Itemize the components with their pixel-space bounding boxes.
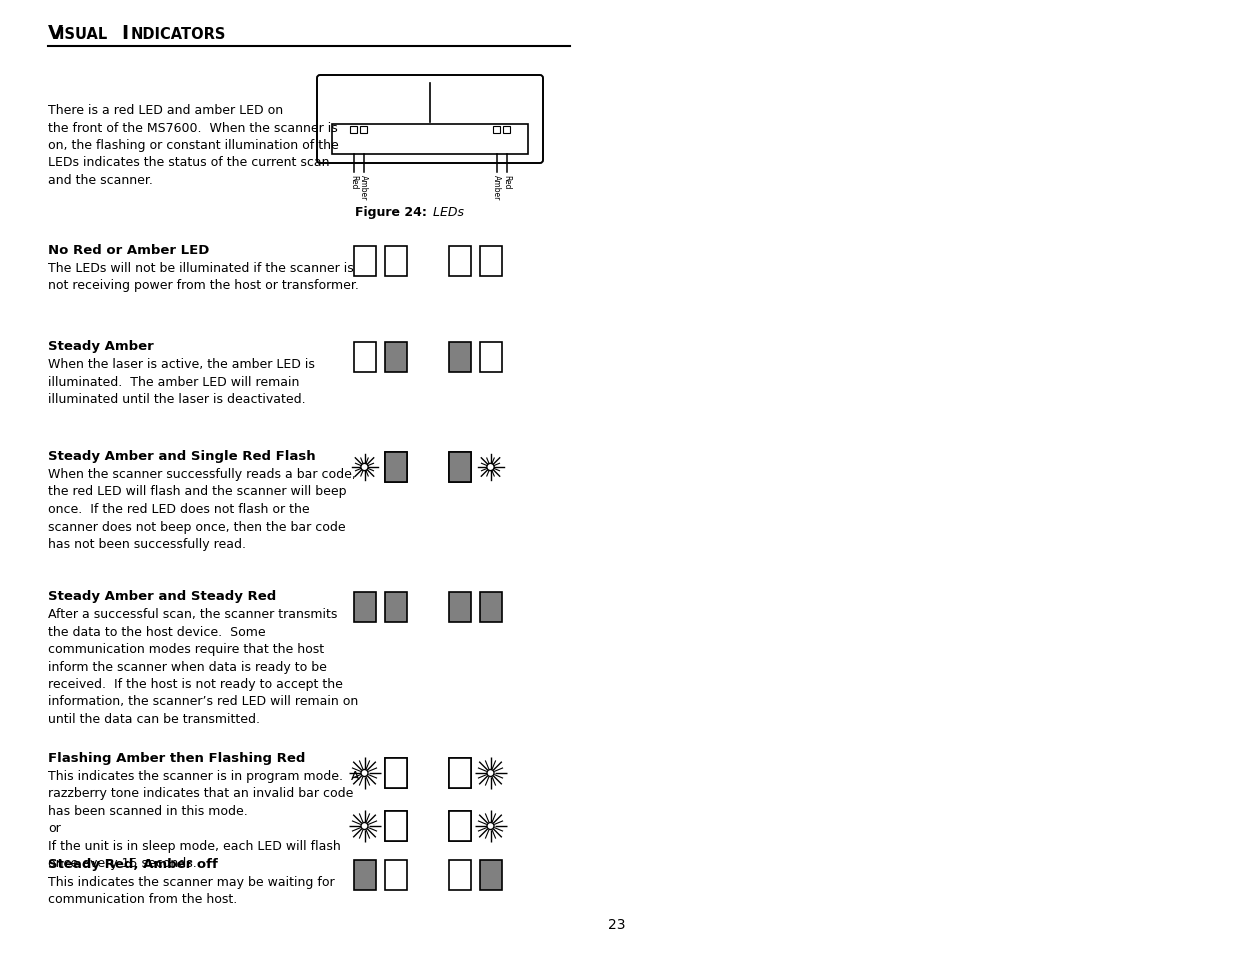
Text: Flashing Amber then Flashing Red: Flashing Amber then Flashing Red (48, 751, 305, 764)
Bar (479, 247, 501, 276)
Text: Amber: Amber (359, 174, 368, 200)
Circle shape (487, 770, 494, 777)
Text: LEDs: LEDs (429, 206, 464, 219)
Bar (384, 811, 406, 841)
Bar (448, 453, 471, 482)
FancyBboxPatch shape (317, 76, 543, 164)
Text: Steady Red, Amber off: Steady Red, Amber off (48, 857, 217, 870)
Text: This indicates the scanner may be waiting for
communication from the host.: This indicates the scanner may be waitin… (48, 875, 335, 905)
Text: When the scanner successfully reads a bar code,
the red LED will flash and the s: When the scanner successfully reads a ba… (48, 468, 356, 551)
Text: Steady Amber and Single Red Flash: Steady Amber and Single Red Flash (48, 450, 316, 462)
Bar (448, 453, 471, 482)
Text: Figure 24:: Figure 24: (356, 206, 427, 219)
Circle shape (487, 464, 494, 471)
Text: After a successful scan, the scanner transmits
the data to the host device.  Som: After a successful scan, the scanner tra… (48, 607, 358, 725)
Bar (384, 861, 406, 890)
Bar (448, 861, 471, 890)
Text: The LEDs will not be illuminated if the scanner is
not receiving power from the : The LEDs will not be illuminated if the … (48, 262, 359, 293)
Circle shape (361, 464, 368, 471)
Bar (448, 247, 471, 276)
Bar (384, 453, 406, 482)
Text: There is a red LED and amber LED on
the front of the MS7600.  When the scanner i: There is a red LED and amber LED on the … (48, 104, 338, 187)
Text: Steady Amber and Steady Red: Steady Amber and Steady Red (48, 589, 277, 602)
Bar (503, 127, 510, 133)
Bar (353, 593, 375, 622)
Bar (448, 759, 471, 788)
Bar (384, 343, 406, 373)
Circle shape (361, 822, 368, 830)
Text: V: V (48, 24, 63, 43)
Bar (359, 127, 367, 133)
Bar (384, 593, 406, 622)
Bar (479, 861, 501, 890)
Text: 23: 23 (609, 917, 626, 931)
Bar (384, 453, 406, 482)
Text: Red: Red (350, 174, 358, 190)
Text: I: I (121, 24, 128, 43)
Bar (353, 861, 375, 890)
Bar (448, 759, 471, 788)
Bar (448, 343, 471, 373)
Text: ISUAL: ISUAL (59, 27, 112, 42)
Circle shape (361, 770, 368, 777)
Text: Red: Red (501, 174, 511, 190)
Bar (353, 343, 375, 373)
Text: When the laser is active, the amber LED is
illuminated.  The amber LED will rema: When the laser is active, the amber LED … (48, 357, 315, 406)
Text: This indicates the scanner is in program mode.  A
razzberry tone indicates that : This indicates the scanner is in program… (48, 769, 359, 869)
Bar (384, 759, 406, 788)
Bar (353, 247, 375, 276)
Bar (448, 593, 471, 622)
Bar (479, 343, 501, 373)
Bar (350, 127, 357, 133)
Bar (479, 593, 501, 622)
Bar (384, 811, 406, 841)
Text: Amber: Amber (492, 174, 501, 200)
Bar (448, 811, 471, 841)
Bar (332, 125, 529, 154)
Bar (448, 811, 471, 841)
Circle shape (487, 822, 494, 830)
Bar (384, 247, 406, 276)
Bar (384, 759, 406, 788)
Text: NDICATORS: NDICATORS (131, 27, 226, 42)
Bar (493, 127, 500, 133)
Text: No Red or Amber LED: No Red or Amber LED (48, 244, 210, 256)
Text: Steady Amber: Steady Amber (48, 339, 153, 353)
